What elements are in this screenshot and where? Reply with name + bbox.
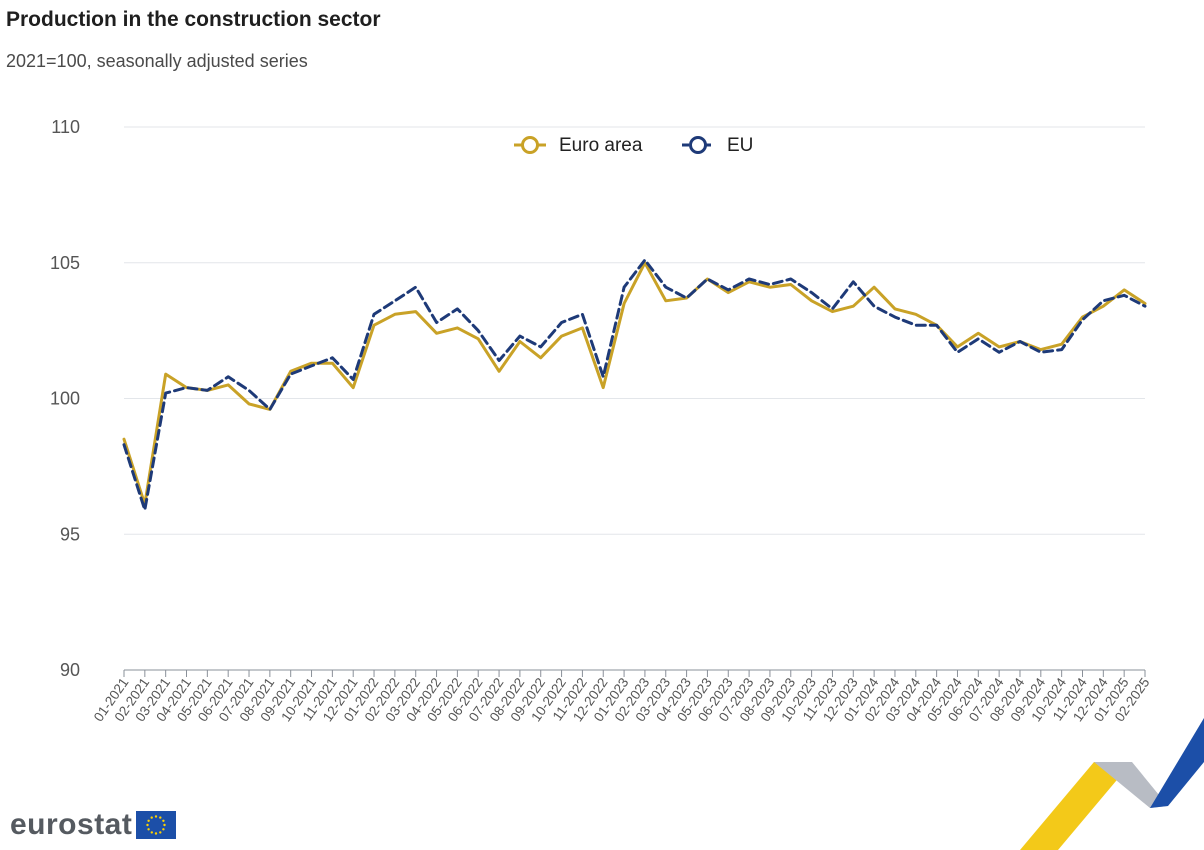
- legend-item-eu[interactable]: EU: [682, 135, 753, 156]
- legend-label: Euro area: [559, 135, 643, 156]
- flag-star: [150, 816, 154, 819]
- flag-star: [146, 823, 150, 827]
- legend: Euro area EU: [514, 135, 753, 156]
- y-tick-label: 90: [60, 660, 80, 680]
- eu-flag-icon: [136, 811, 177, 839]
- legend-marker-icon: [689, 136, 707, 154]
- flag-star: [155, 832, 158, 835]
- chart-subtitle: 2021=100, seasonally adjusted series: [6, 51, 308, 71]
- legend-label: EU: [727, 135, 753, 156]
- y-tick-label: 105: [50, 253, 80, 273]
- y-tick-label: 100: [50, 389, 80, 409]
- flag-star: [147, 819, 151, 822]
- series-line-euro-area: [122, 261, 1147, 506]
- chart-title: Production in the construction sector: [6, 8, 381, 31]
- flag-star: [162, 819, 165, 822]
- eurostat-logo: eurostat: [10, 808, 177, 842]
- flag-star: [155, 815, 158, 818]
- y-tick-label: 110: [51, 117, 80, 137]
- logo-text: eurostat: [10, 808, 133, 841]
- flag-star: [147, 828, 151, 831]
- y-tick-label: 95: [60, 524, 80, 544]
- legend-marker-icon: [521, 136, 539, 154]
- flag-star: [162, 828, 165, 831]
- flag-star: [163, 823, 167, 827]
- flag-star: [159, 816, 162, 819]
- flag-star: [159, 831, 162, 834]
- legend-item-euro-area[interactable]: Euro area: [514, 135, 643, 156]
- flag-star: [150, 831, 154, 834]
- series-line-eu: [122, 258, 1147, 512]
- eurostat-corner-graphic: [1020, 718, 1204, 850]
